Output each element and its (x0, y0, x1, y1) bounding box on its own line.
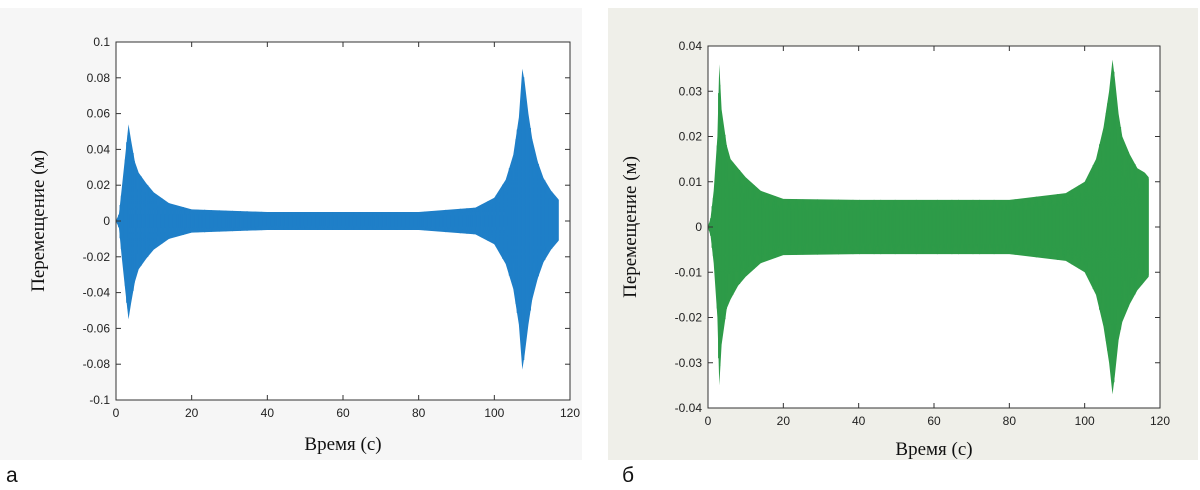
y-tick-label: -0.04 (675, 401, 703, 415)
panel-label-b: б (622, 464, 635, 487)
y-tick-label: -0.02 (675, 311, 703, 325)
panel-label-a: а (6, 464, 18, 487)
x-tick-label: 120 (560, 406, 580, 420)
x-tick-label: 20 (777, 414, 791, 428)
y-tick-label: -0.1 (89, 393, 110, 407)
y-tick-label: 0.1 (93, 35, 110, 49)
x-axis-label: Время (с) (304, 434, 381, 455)
x-axis-label: Время (с) (895, 439, 972, 460)
y-tick-label: 0.08 (87, 71, 111, 85)
y-tick-label: 0.04 (679, 39, 703, 53)
x-tick-label: 60 (336, 406, 350, 420)
y-tick-label: 0.02 (87, 178, 111, 192)
y-tick-label: 0.02 (679, 130, 703, 144)
x-tick-label: 100 (484, 406, 504, 420)
y-tick-label: 0.03 (679, 84, 703, 98)
x-tick-label: 100 (1075, 414, 1095, 428)
chart-a: 0.1 0.08 0.06 0.04 0.02 0 -0.02 -0.04 -0.06 -0.08… (28, 35, 580, 455)
x-tick-label: 120 (1150, 414, 1170, 428)
y-tick-label: 0.04 (87, 142, 111, 156)
chart-panel-b: 0.04 0.03 0.02 0.01 0 -0.01 -0.02 -0.03 -0.04 0 20… (600, 0, 1200, 490)
x-tick-label: 0 (113, 406, 120, 420)
x-tick-label: 80 (1003, 414, 1017, 428)
y-tick-label: -0.08 (83, 357, 111, 371)
x-tick-label: 80 (412, 406, 426, 420)
y-tick-label: -0.03 (675, 356, 703, 370)
x-tick-label: 0 (705, 414, 712, 428)
y-tick-label: 0.01 (679, 175, 703, 189)
y-axis-label: Перемещение (м) (620, 156, 641, 298)
series-oscillation (708, 71, 1149, 383)
x-tick-label: 60 (927, 414, 941, 428)
y-tick-label: 0.06 (87, 107, 111, 121)
y-tick-label: -0.04 (83, 286, 111, 300)
y-tick-label: 0 (695, 220, 702, 234)
y-tick-label: -0.02 (83, 250, 111, 264)
chart-panel-a: 0.1 0.08 0.06 0.04 0.02 0 -0.02 -0.04 -0.06 -0.08… (6, 35, 581, 487)
x-tick-label: 20 (185, 406, 199, 420)
y-tick-label: -0.01 (675, 265, 703, 279)
chart-b: 0.040.030.020.010-0.01-0.02-0.03-0.040 20… (620, 39, 1170, 460)
y-tick-label: -0.06 (83, 321, 111, 335)
x-tick-label: 40 (852, 414, 866, 428)
x-tick-label: 40 (261, 406, 275, 420)
y-axis-label: Перемещение (м) (28, 150, 49, 292)
y-tick-label: 0 (103, 214, 110, 228)
series-oscillation (116, 77, 559, 360)
